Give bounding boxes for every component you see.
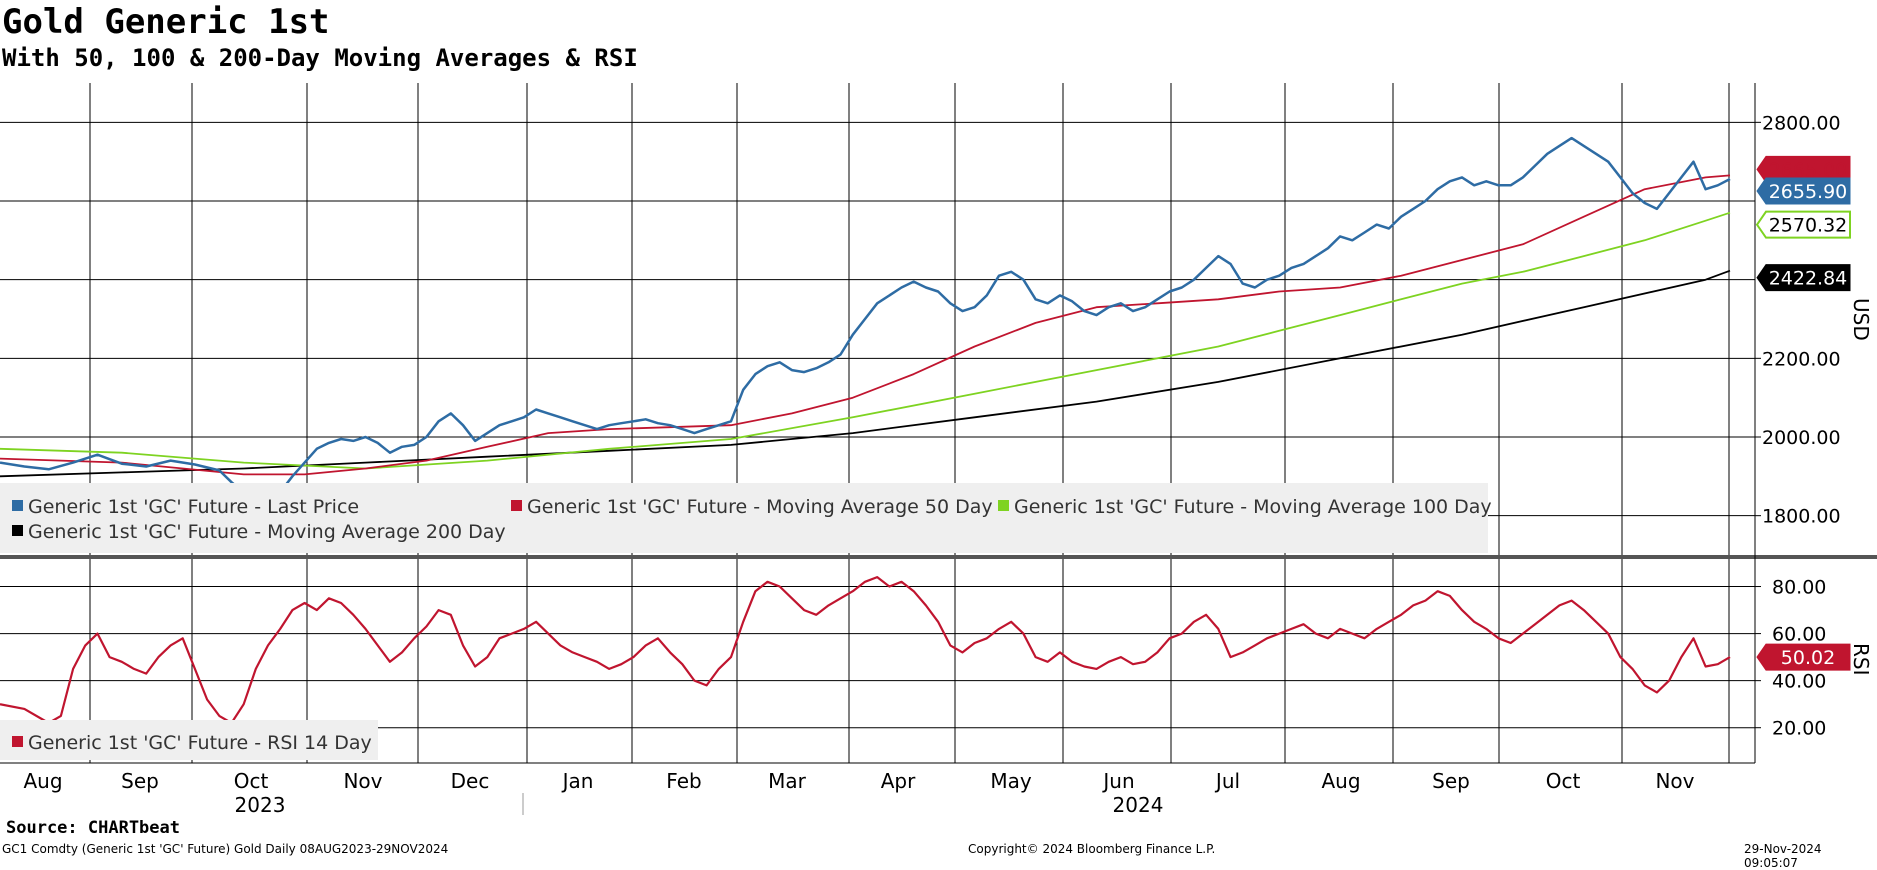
series-line-ma200: [0, 269, 1731, 478]
series-line-ma50: [0, 174, 1731, 476]
legend-label: Generic 1st 'GC' Future - Last Price: [28, 496, 359, 518]
x-year-label: 2024: [1113, 793, 1164, 817]
rsi-tick-label: 20.00: [1772, 718, 1826, 740]
axis-layer: 2800.00 2200.00 2000.00 1800.00 80.00 60.00 40…: [0, 83, 1873, 817]
x-month-label: Feb: [666, 769, 701, 793]
legend-label: Generic 1st 'GC' Future - Moving Average…: [28, 521, 506, 543]
x-month-label: Oct: [234, 769, 269, 793]
x-month-label: Dec: [451, 769, 490, 793]
timestamp: 29-Nov-2024 09:05:07: [1744, 842, 1822, 870]
price-tick-label: 2000.00: [1762, 427, 1841, 449]
badge-ma200-bg: [1756, 264, 1851, 292]
x-month-label: Aug: [23, 769, 62, 793]
source-note: Source: CHARTbeat: [6, 818, 180, 838]
x-month-label: Jun: [1101, 769, 1134, 793]
badge-rsi-text: 50.02: [1781, 647, 1835, 669]
x-year-label: 2023: [235, 793, 286, 817]
series-layer: [0, 136, 1731, 725]
x-month-label: Sep: [121, 769, 159, 793]
x-month-label: May: [990, 769, 1032, 793]
legend-swatch: [998, 500, 1009, 511]
grid-layer: [0, 83, 1877, 763]
x-month-label: Nov: [1655, 769, 1694, 793]
price-tick-label: 2800.00: [1762, 112, 1841, 134]
x-month-label: Apr: [881, 769, 916, 793]
price-tick-label: 1800.00: [1762, 506, 1841, 528]
rsi-tick-label: 40.00: [1772, 671, 1826, 693]
x-month-label: Oct: [1546, 769, 1581, 793]
series-line-rsi: [0, 576, 1731, 725]
badge-price-text: 2655.90: [1769, 181, 1848, 203]
x-month-label: Mar: [768, 769, 807, 793]
rsi-tick-label: 80.00: [1772, 577, 1826, 599]
x-month-label: Jan: [561, 769, 594, 793]
price-axis-label: USD: [1849, 298, 1873, 341]
legend-label: Generic 1st 'GC' Future - RSI 14 Day: [28, 732, 372, 754]
x-month-label: Sep: [1432, 769, 1470, 793]
legend-label: Generic 1st 'GC' Future - Moving Average…: [527, 496, 993, 518]
rsi-tick-label: 60.00: [1772, 624, 1826, 646]
rsi-axis-label: RSI: [1849, 643, 1873, 676]
chart-subtitle: With 50, 100 & 200-Day Moving Averages &…: [2, 44, 638, 72]
series-line-ma100: [0, 211, 1731, 470]
price-tick-label: 2200.00: [1762, 348, 1841, 370]
legend-swatch: [511, 500, 522, 511]
series-line-price: [0, 136, 1731, 500]
ticker-info: GC1 Comdty (Generic 1st 'GC' Future) Gol…: [2, 842, 449, 856]
legend-swatch: [12, 736, 23, 747]
x-month-label: Nov: [343, 769, 382, 793]
copyright-note: Copyright© 2024 Bloomberg Finance L.P.: [968, 842, 1216, 856]
legend-layer: Generic 1st 'GC' Future - Last Price Gene…: [0, 483, 1492, 760]
badge-ma50-text: 2665.00: [1769, 159, 1848, 181]
chart-title: Gold Generic 1st: [2, 2, 330, 42]
badge-rsi-bg: [1756, 643, 1851, 671]
badge-ma200-text: 2422.84: [1769, 268, 1848, 290]
badge-ma100-bg: [1755, 210, 1851, 239]
legend-swatch: [12, 525, 23, 536]
x-month-label: Jul: [1214, 769, 1240, 793]
legend-swatch: [12, 500, 23, 511]
badge-ma100-text: 2570.32: [1769, 215, 1848, 237]
x-month-label: Aug: [1321, 769, 1360, 793]
legend-label: Generic 1st 'GC' Future - Moving Average…: [1014, 496, 1492, 518]
badge-price-bg: [1756, 177, 1851, 205]
price-legend-box: [0, 483, 1488, 553]
rsi-legend-box: [0, 720, 378, 760]
